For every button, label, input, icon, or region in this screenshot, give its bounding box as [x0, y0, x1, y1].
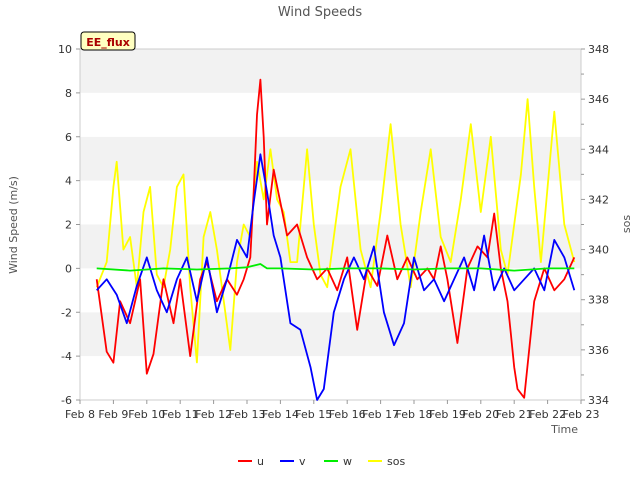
- x-tick-label: Feb 16: [329, 408, 366, 421]
- legend: u v w sos: [238, 455, 405, 468]
- series-lines: [95, 78, 576, 401]
- y-tick-label: 8: [65, 87, 72, 100]
- y2-tick-label: 348: [588, 43, 609, 56]
- grid-band: [80, 180, 581, 225]
- x-tick-label: Feb 10: [128, 408, 165, 421]
- x-axis-label: Time: [550, 423, 578, 436]
- x-tick-label: Feb 22: [529, 408, 566, 421]
- chart-title: Wind Speeds: [278, 5, 363, 20]
- grid-band: [80, 49, 581, 93]
- badge-label: EE_flux: [86, 36, 130, 49]
- y2-tick-label: 344: [588, 143, 609, 156]
- y-tick-label: 4: [65, 175, 72, 188]
- badge-box: [80, 31, 136, 51]
- grid-band: [80, 136, 581, 181]
- grid-band: [80, 92, 581, 137]
- series-line-sos: [95, 98, 576, 364]
- y2-tick-label: 342: [588, 193, 609, 206]
- y-tick-label: 0: [65, 262, 72, 275]
- y-axis-ticks: -6 -4 -2 0 2 4 6 8 10: [58, 43, 80, 407]
- y2-tick-label: 340: [588, 244, 609, 257]
- badge: EE_flux: [80, 31, 136, 51]
- legend-label-u: u: [257, 455, 264, 468]
- y2-tick-label: 336: [588, 344, 609, 357]
- legend-label-v: v: [299, 455, 306, 468]
- y-tick-label: 6: [65, 131, 72, 144]
- y2-axis-ticks: 334 336 338 340 342 344 346 348: [581, 43, 609, 407]
- x-tick-label: Feb 15: [295, 408, 332, 421]
- y-tick-label: 10: [58, 43, 72, 56]
- y2-tick-label: 338: [588, 294, 609, 307]
- legend-label-sos: sos: [387, 455, 405, 468]
- series-line-v: [96, 153, 576, 401]
- y2-tick-label: 346: [588, 93, 609, 106]
- y-tick-label: -6: [61, 394, 72, 407]
- x-tick-label: Feb 19: [429, 408, 466, 421]
- x-tick-label: Feb 14: [262, 408, 299, 421]
- x-tick-label: Feb 18: [396, 408, 433, 421]
- x-tick-label: Feb 8: [65, 408, 95, 421]
- x-tick-label: Feb 13: [229, 408, 266, 421]
- x-tick-label: Feb 23: [563, 408, 600, 421]
- grid-band: [80, 356, 581, 400]
- y2-tick-label: 334: [588, 394, 609, 407]
- series-line-w: [96, 263, 575, 272]
- x-tick-label: Feb 12: [195, 408, 232, 421]
- x-tick-label: Feb 21: [496, 408, 533, 421]
- x-tick-label: Feb 20: [462, 408, 499, 421]
- grid-bands: [80, 49, 581, 400]
- y-axis-label: Wind Speed (m/s): [7, 176, 20, 274]
- y-tick-label: 2: [65, 219, 72, 232]
- y2-axis-label: sos: [620, 215, 633, 233]
- legend-label-w: w: [343, 455, 352, 468]
- x-tick-label: Feb 11: [162, 408, 199, 421]
- x-tick-label: Feb 9: [98, 408, 128, 421]
- x-tick-label: Feb 17: [362, 408, 399, 421]
- y-tick-label: -4: [61, 350, 72, 363]
- y-tick-label: -2: [61, 306, 72, 319]
